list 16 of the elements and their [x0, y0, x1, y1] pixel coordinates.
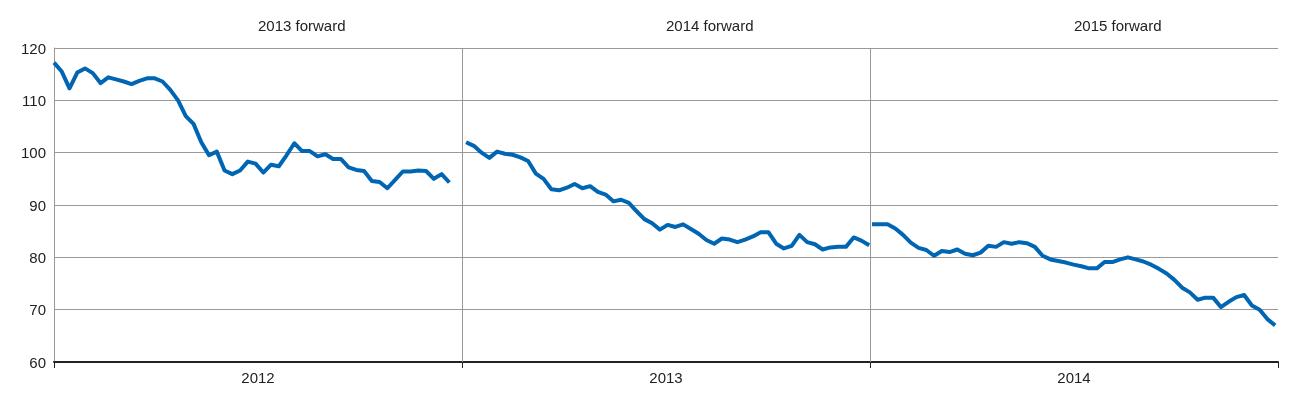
text: 2015 forward [1074, 17, 1162, 34]
line-series [870, 222, 1278, 328]
text: 2014 forward [666, 17, 754, 34]
y-tick-label: 110 [22, 91, 46, 109]
x-tick-label: 2013 [649, 369, 683, 386]
y-tick-label: 100 [20, 144, 46, 162]
y-tick-label: 60 [29, 353, 46, 371]
text: 2013 forward [258, 17, 346, 34]
y-tick-label: 70 [29, 301, 46, 319]
x-tick-label: 2012 [241, 369, 275, 386]
y-tick-label: 90 [29, 196, 46, 214]
line-series [464, 140, 872, 252]
y-tick-label: 120 [20, 39, 46, 57]
y-tick-label: 80 [29, 248, 46, 266]
x-tick-label: 2014 [1057, 369, 1091, 386]
line-series [52, 60, 452, 191]
